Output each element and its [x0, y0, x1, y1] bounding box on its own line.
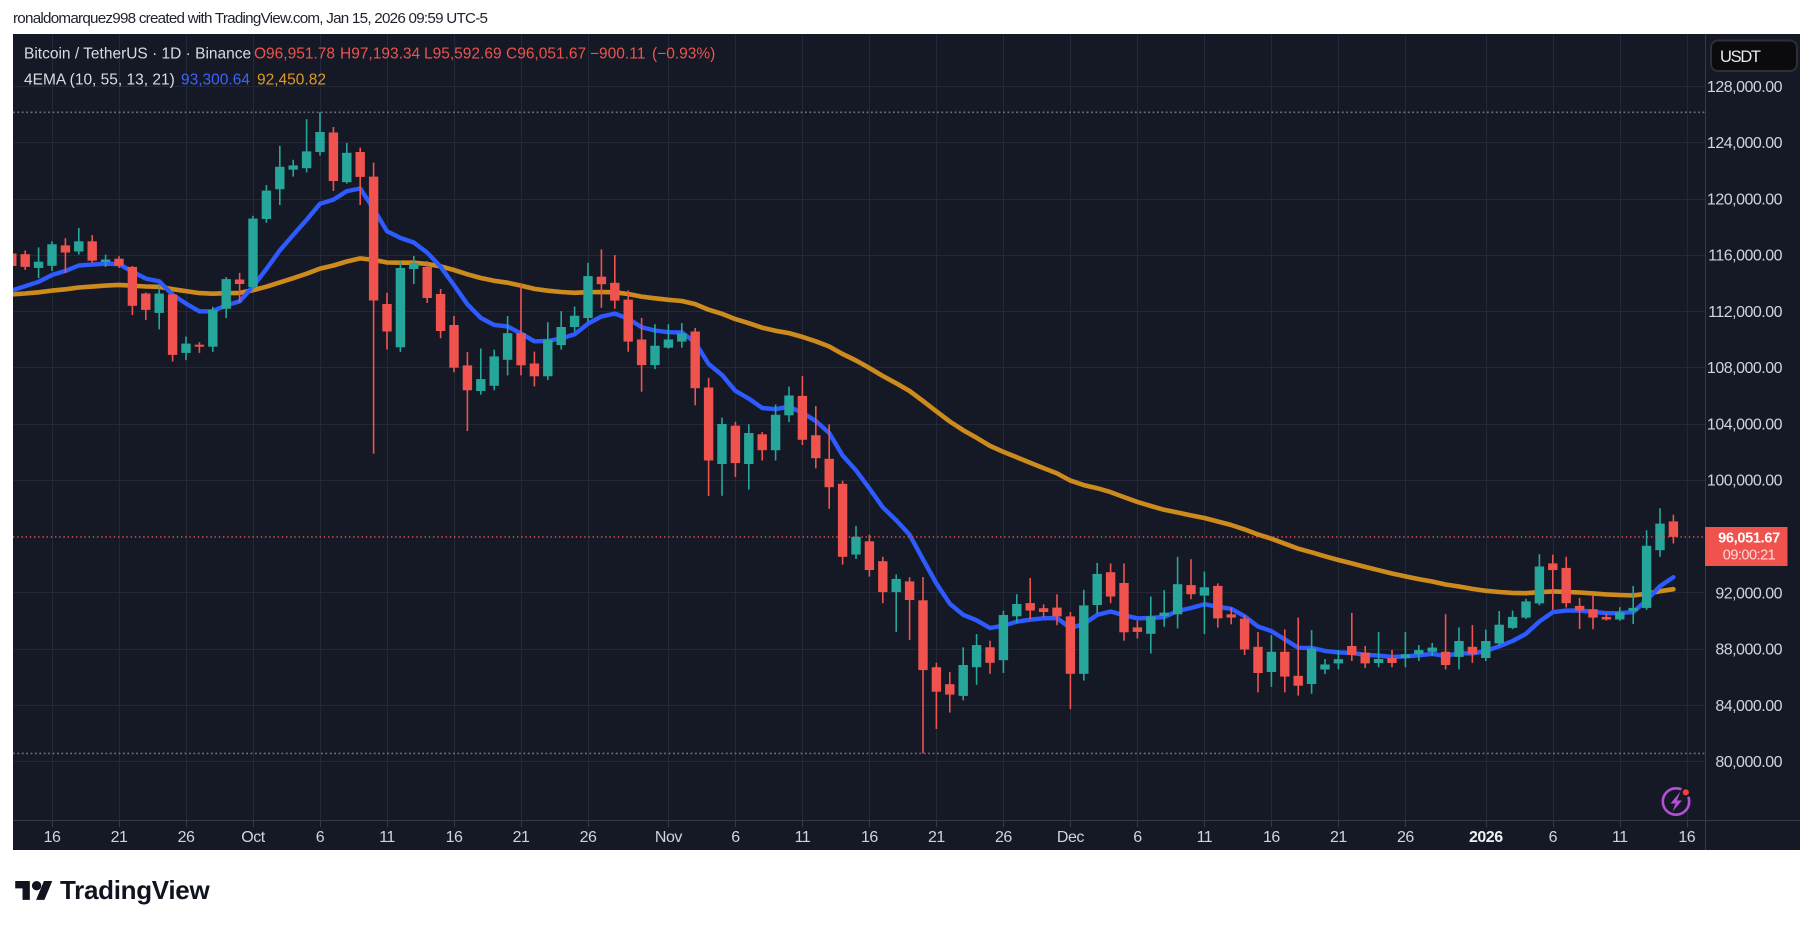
svg-text:6: 6 [731, 829, 740, 846]
svg-text:26: 26 [1397, 829, 1414, 846]
svg-text:104,000.00: 104,000.00 [1707, 417, 1783, 434]
svg-text:116,000.00: 116,000.00 [1708, 248, 1782, 265]
svg-text:Bitcoin / TetherUS · 1D · Bina: Bitcoin / TetherUS · 1D · Binance O96,951… [24, 46, 715, 63]
svg-text:6: 6 [316, 829, 325, 846]
svg-text:112,000.00: 112,000.00 [1708, 304, 1782, 321]
svg-text:6: 6 [1133, 829, 1142, 846]
svg-text:26: 26 [580, 829, 597, 846]
svg-text:100,000.00: 100,000.00 [1707, 473, 1783, 490]
svg-text:09:00:21: 09:00:21 [1723, 548, 1776, 564]
svg-text:4EMA (10, 55, 13, 21)93,300.64: 4EMA (10, 55, 13, 21) 93,300.64 92,450.82 [24, 72, 326, 89]
svg-text:16: 16 [1263, 829, 1280, 846]
svg-text:Nov: Nov [655, 829, 682, 846]
svg-text:16: 16 [446, 829, 463, 846]
svg-text:16: 16 [861, 829, 878, 846]
svg-text:Dec: Dec [1057, 829, 1084, 846]
svg-text:88,000.00: 88,000.00 [1715, 642, 1782, 659]
svg-text:92,000.00: 92,000.00 [1715, 585, 1782, 602]
svg-text:16: 16 [44, 829, 61, 846]
svg-text:11: 11 [795, 829, 811, 846]
svg-text:21: 21 [928, 829, 945, 846]
svg-text:2026: 2026 [1469, 829, 1503, 846]
svg-text:26: 26 [178, 829, 195, 846]
svg-text:16: 16 [1678, 829, 1695, 846]
svg-text:96,051.67: 96,051.67 [1718, 531, 1780, 547]
svg-text:124,000.00: 124,000.00 [1707, 135, 1783, 152]
svg-text:Oct: Oct [241, 829, 265, 846]
svg-text:USDT: USDT [1720, 48, 1761, 66]
svg-text:108,000.00: 108,000.00 [1707, 360, 1783, 377]
svg-text:11: 11 [1612, 829, 1628, 846]
svg-text:128,000.00: 128,000.00 [1707, 79, 1783, 96]
svg-text:26: 26 [995, 829, 1012, 846]
svg-text:6: 6 [1549, 829, 1558, 846]
svg-text:21: 21 [513, 829, 530, 846]
svg-text:80,000.00: 80,000.00 [1715, 754, 1782, 771]
svg-text:84,000.00: 84,000.00 [1715, 698, 1782, 715]
svg-text:21: 21 [1330, 829, 1347, 846]
svg-text:21: 21 [111, 829, 128, 846]
svg-text:120,000.00: 120,000.00 [1707, 191, 1783, 208]
svg-text:11: 11 [1197, 829, 1213, 846]
svg-text:11: 11 [379, 829, 395, 846]
